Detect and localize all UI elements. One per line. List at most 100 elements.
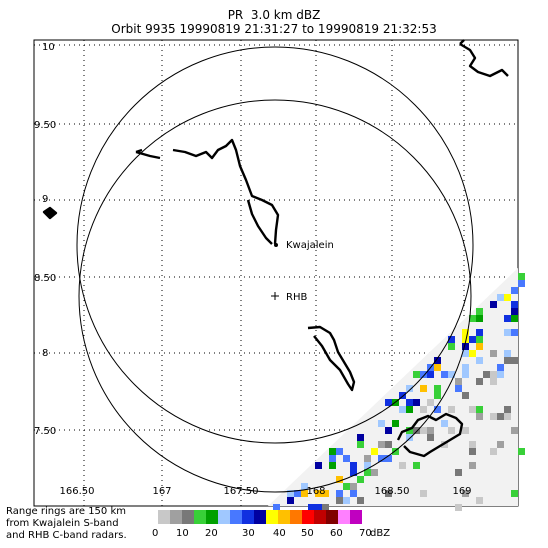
colorbar-unit: dBZ: [370, 528, 391, 539]
map-title: PR 3.0 km dBZ: [227, 8, 321, 22]
reflectivity-pixel: [378, 420, 385, 427]
reflectivity-pixel: [364, 455, 371, 462]
reflectivity-pixel: [385, 427, 392, 434]
reflectivity-pixel: [301, 483, 308, 490]
reflectivity-pixel: [413, 427, 420, 434]
colorbar-swatch: [302, 510, 314, 524]
colorbar-label: 70: [359, 528, 372, 539]
reflectivity-pixel: [518, 448, 525, 455]
reflectivity-pixel: [287, 497, 294, 504]
reflectivity-pixel: [476, 497, 483, 504]
reflectivity-pixel: [462, 329, 469, 336]
reflectivity-pixel: [294, 490, 301, 497]
reflectivity-pixel: [511, 315, 518, 322]
reflectivity-pixel: [497, 371, 504, 378]
colorbar-swatch: [326, 510, 338, 524]
reflectivity-pixel: [357, 476, 364, 483]
colorbar-swatch: [242, 510, 254, 524]
lat-label: 7.50: [34, 426, 56, 437]
reflectivity-pixel: [420, 371, 427, 378]
reflectivity-pixel: [511, 490, 518, 497]
reflectivity-pixel: [434, 406, 441, 413]
reflectivity-pixel: [385, 399, 392, 406]
reflectivity-pixel: [350, 462, 357, 469]
kwajalein-range-ring: [76, 46, 474, 444]
reflectivity-pixel: [511, 427, 518, 434]
reflectivity-pixel: [406, 427, 413, 434]
colorbar-label: 30: [242, 528, 255, 539]
reflectivity-pixel: [462, 490, 469, 497]
reflectivity-pixel: [441, 420, 448, 427]
reflectivity-pixel: [434, 357, 441, 364]
reflectivity-pixel: [399, 392, 406, 399]
reflectivity-pixel: [427, 434, 434, 441]
reflectivity-pixel: [322, 490, 329, 497]
reflectivity-pixel: [518, 280, 525, 287]
reflectivity-pixel: [490, 350, 497, 357]
reflectivity-pixel: [469, 315, 476, 322]
coastlines: [42, 39, 509, 458]
reflectivity-pixel: [322, 504, 329, 511]
reflectivity-pixel: [336, 476, 343, 483]
reflectivity-pixel: [490, 448, 497, 455]
reflectivity-pixel: [455, 469, 462, 476]
reflectivity-pixel: [462, 336, 469, 343]
latitude-labels: 10 9.50 9 8.50 8 7.50: [34, 42, 56, 437]
reflectivity-pixel: [511, 357, 518, 364]
reflectivity-pixel: [504, 413, 511, 420]
reflectivity-pixel: [350, 490, 357, 497]
reflectivity-pixel: [301, 490, 308, 497]
lon-label: 169: [452, 486, 471, 497]
reflectivity-pixel: [462, 350, 469, 357]
colorbar-swatch: [350, 510, 362, 524]
lon-label: 168.50: [375, 486, 410, 497]
rhb-marker: [271, 292, 279, 300]
reflectivity-pixel: [511, 308, 518, 315]
reflectivity-pixel: [427, 371, 434, 378]
reflectivity-pixel: [385, 455, 392, 462]
reflectivity-pixel: [455, 385, 462, 392]
reflectivity-pixel: [336, 490, 343, 497]
kwajalein-marker: [274, 243, 278, 247]
reflectivity-pixel: [441, 371, 448, 378]
colorbar-swatch: [278, 510, 290, 524]
reflectivity-pixel: [476, 413, 483, 420]
reflectivity-pixel: [336, 448, 343, 455]
reflectivity-pixel: [413, 462, 420, 469]
reflectivity-pixel: [357, 441, 364, 448]
reflectivity-pixel: [504, 329, 511, 336]
reflectivity-pixel: [357, 434, 364, 441]
reflectivity-pixel: [504, 294, 511, 301]
reflectivity-pixel: [315, 462, 322, 469]
reflectivity-pixel: [511, 287, 518, 294]
reflectivity-pixel: [434, 392, 441, 399]
reflectivity-pixel: [336, 497, 343, 504]
reflectivity-pixel: [413, 399, 420, 406]
reflectivity-pixel: [357, 497, 364, 504]
colorbar-swatch: [290, 510, 302, 524]
reflectivity-pixel: [490, 301, 497, 308]
colorbar-swatch: [194, 510, 206, 524]
colorbar-swatch: [218, 510, 230, 524]
colorbar-label: 60: [330, 528, 343, 539]
colorbar-swatch: [314, 510, 326, 524]
colorbar-swatch: [338, 510, 350, 524]
reflectivity-pixel: [448, 336, 455, 343]
reflectivity-pixel: [434, 385, 441, 392]
reflectivity-pixel: [497, 294, 504, 301]
reflectivity-pixel: [420, 385, 427, 392]
reflectivity-pixel: [469, 406, 476, 413]
reflectivity-pixel: [287, 490, 294, 497]
longitude-labels: 166.50 167 167.50 168 168.50 169: [60, 486, 472, 497]
reflectivity-pixel: [315, 490, 322, 497]
kwajalein-label: Kwajalein: [286, 240, 334, 251]
reflectivity-pixel: [434, 364, 441, 371]
reflectivity-pixel: [448, 427, 455, 434]
reflectivity-pixel: [476, 357, 483, 364]
reflectivity-pixel: [343, 483, 350, 490]
reflectivity-pixel: [406, 399, 413, 406]
reflectivity-pixel: [406, 406, 413, 413]
reflectivity-pixel: [476, 329, 483, 336]
colorbar-swatch: [158, 510, 170, 524]
